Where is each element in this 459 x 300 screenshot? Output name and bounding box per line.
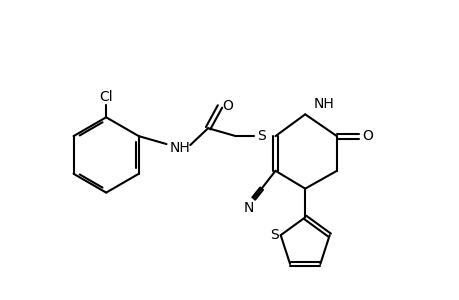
Text: NH: NH	[313, 98, 333, 111]
Text: O: O	[222, 99, 233, 113]
Text: Cl: Cl	[99, 91, 113, 104]
Text: S: S	[270, 228, 279, 242]
Text: S: S	[257, 129, 265, 143]
Text: O: O	[361, 129, 372, 143]
Text: NH: NH	[170, 141, 190, 155]
Text: N: N	[243, 202, 253, 215]
